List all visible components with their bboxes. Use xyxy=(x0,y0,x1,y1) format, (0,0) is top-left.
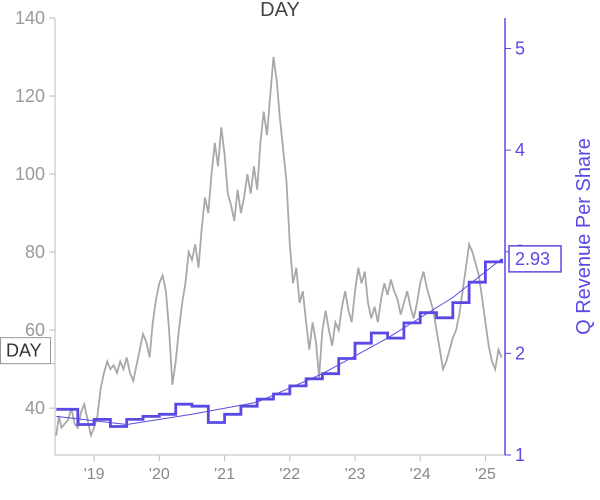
revenue-price-chart: DAY40608010012014012345'19'20'21'22'23'2… xyxy=(0,0,600,500)
y-right-tick-label: 2 xyxy=(515,343,525,363)
y-left-tick-label: 100 xyxy=(15,164,45,184)
y-right-tick-label: 5 xyxy=(515,38,525,58)
y-left-tick-label: 140 xyxy=(15,8,45,28)
chart-title: DAY xyxy=(260,0,300,21)
x-tick-label: '24 xyxy=(410,466,431,483)
x-tick-label: '20 xyxy=(149,466,170,483)
x-tick-label: '21 xyxy=(214,466,235,483)
x-tick-label: '23 xyxy=(345,466,366,483)
y-right-tick-label: 1 xyxy=(515,445,525,465)
y-left-tick-label: 40 xyxy=(25,398,45,418)
y-right-axis-label: Q Revenue Per Share xyxy=(573,138,595,335)
x-tick-label: '19 xyxy=(84,466,105,483)
x-tick-label: '22 xyxy=(279,466,300,483)
y-left-tick-label: 120 xyxy=(15,86,45,106)
y-right-tick-label: 4 xyxy=(515,140,525,160)
revenue-value-text: 2.93 xyxy=(515,249,550,269)
price-label-text: DAY xyxy=(6,341,42,361)
y-left-tick-label: 80 xyxy=(25,242,45,262)
x-tick-label: '25 xyxy=(475,466,496,483)
y-left-tick-label: 60 xyxy=(25,320,45,340)
